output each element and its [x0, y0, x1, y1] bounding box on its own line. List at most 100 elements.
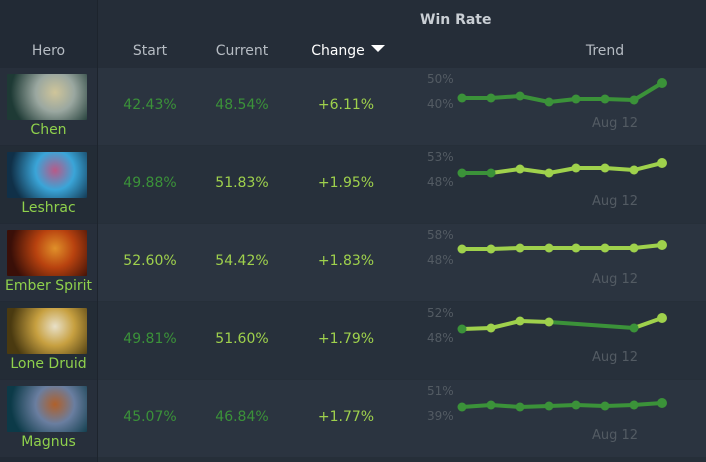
- sort-descending-icon: [370, 45, 385, 52]
- trend-date-label: Aug 12: [592, 350, 639, 365]
- column-header-hero[interactable]: Hero: [31, 43, 66, 59]
- trend-data-point[interactable]: [457, 93, 467, 103]
- start-win-rate: 49.81%: [123, 331, 177, 347]
- trend-data-point[interactable]: [600, 401, 610, 411]
- sparkline-chart: [457, 240, 667, 254]
- trend-sparkline: 50% 40% Aug 12: [410, 68, 706, 145]
- trend-data-point[interactable]: [457, 402, 467, 412]
- start-win-rate: 52.60%: [123, 253, 177, 269]
- trend-y-high-label: 50%: [427, 72, 454, 86]
- trend-data-point[interactable]: [544, 317, 554, 327]
- hero-name-link[interactable]: Magnus: [21, 434, 76, 450]
- trend-data-point[interactable]: [657, 313, 667, 323]
- trend-data-point[interactable]: [657, 78, 667, 88]
- win-rate-change: +6.11%: [317, 97, 375, 113]
- sparkline-chart: [457, 398, 667, 412]
- trend-data-point[interactable]: [571, 94, 581, 104]
- trend-data-point[interactable]: [544, 401, 554, 411]
- win-rate-change: +1.79%: [317, 331, 375, 347]
- hero-name-link[interactable]: Ember Spirit: [5, 278, 92, 294]
- start-win-rate: 42.43%: [123, 97, 177, 113]
- trend-y-high-label: 51%: [427, 384, 454, 398]
- trend-y-low-label: 40%: [427, 97, 454, 111]
- hero-name-link[interactable]: Leshrac: [21, 200, 76, 216]
- hero-portrait[interactable]: [7, 386, 87, 432]
- trend-y-high-label: 53%: [427, 150, 454, 164]
- hero-cell[interactable]: Ember Spirit: [0, 224, 97, 301]
- hero-cell[interactable]: Lone Druid: [0, 302, 97, 379]
- trend-data-point[interactable]: [657, 240, 667, 250]
- trend-sparkline: 52% 48% Aug 12: [410, 302, 706, 379]
- trend-data-point[interactable]: [486, 400, 496, 410]
- trend-data-point[interactable]: [457, 168, 467, 178]
- start-win-rate: 45.07%: [123, 409, 177, 425]
- trend-data-point[interactable]: [515, 316, 525, 326]
- sparkline-chart: [457, 158, 667, 178]
- trend-data-point[interactable]: [486, 168, 496, 178]
- table-row[interactable]: Lone Druid 49.81% 51.60% +1.79% 52% 48% …: [0, 302, 706, 379]
- trend-data-point[interactable]: [600, 163, 610, 173]
- trend-data-point[interactable]: [457, 324, 467, 334]
- table-row[interactable]: Leshrac 49.88% 51.83% +1.95% 53% 48% Aug…: [0, 146, 706, 223]
- hero-name-link[interactable]: Chen: [30, 122, 67, 138]
- trend-date-label: Aug 12: [592, 194, 639, 209]
- hero-portrait[interactable]: [7, 308, 87, 354]
- trend-data-point[interactable]: [544, 97, 554, 107]
- trend-data-point[interactable]: [629, 243, 639, 253]
- sparkline-chart: [457, 313, 667, 334]
- trend-data-point[interactable]: [515, 402, 525, 412]
- trend-date-label: Aug 12: [592, 428, 639, 443]
- trend-data-point[interactable]: [629, 400, 639, 410]
- trend-data-point[interactable]: [629, 95, 639, 105]
- trend-y-low-label: 48%: [427, 253, 454, 267]
- hero-cell[interactable]: Leshrac: [0, 146, 97, 223]
- table-header: [0, 0, 706, 68]
- hero-name-link[interactable]: Lone Druid: [10, 356, 87, 372]
- trend-data-point[interactable]: [515, 164, 525, 174]
- trend-y-low-label: 39%: [427, 409, 454, 423]
- trend-data-point[interactable]: [629, 165, 639, 175]
- current-win-rate: 51.60%: [215, 331, 269, 347]
- trend-sparkline: 58% 48% Aug 12: [410, 224, 706, 301]
- hero-portrait[interactable]: [7, 230, 87, 276]
- hero-cell[interactable]: Chen: [0, 68, 97, 145]
- trend-data-point[interactable]: [571, 243, 581, 253]
- trend-sparkline: 51% 39% Aug 12: [410, 380, 706, 457]
- column-header-trend[interactable]: Trend: [585, 43, 625, 59]
- hero-cell[interactable]: Magnus: [0, 380, 97, 457]
- table-row[interactable]: Ember Spirit 52.60% 54.42% +1.83% 58% 48…: [0, 224, 706, 301]
- trend-data-point[interactable]: [486, 93, 496, 103]
- hero-portrait[interactable]: [7, 74, 87, 120]
- trend-data-point[interactable]: [600, 94, 610, 104]
- column-header-change-label: Change: [311, 43, 365, 59]
- trend-data-point[interactable]: [657, 398, 667, 408]
- column-header-current[interactable]: Current: [215, 43, 269, 59]
- trend-data-point[interactable]: [515, 243, 525, 253]
- win-rate-group-title: Win Rate: [420, 12, 492, 28]
- trend-data-point[interactable]: [457, 244, 467, 254]
- current-win-rate: 46.84%: [215, 409, 269, 425]
- table-row[interactable]: Chen 42.43% 48.54% +6.11% 50% 40% Aug 12: [0, 68, 706, 145]
- trend-y-high-label: 52%: [427, 306, 454, 320]
- trend-data-point[interactable]: [600, 243, 610, 253]
- win-rate-change: +1.77%: [317, 409, 375, 425]
- trend-data-point[interactable]: [544, 243, 554, 253]
- trend-data-point[interactable]: [657, 158, 667, 168]
- win-rate-change: +1.95%: [317, 175, 375, 191]
- current-win-rate: 51.83%: [215, 175, 269, 191]
- column-divider: [97, 0, 98, 462]
- hero-portrait[interactable]: [7, 152, 87, 198]
- column-header-start[interactable]: Start: [132, 43, 168, 59]
- column-header-change[interactable]: Change: [298, 43, 398, 59]
- trend-data-point[interactable]: [629, 323, 639, 333]
- trend-data-point[interactable]: [571, 163, 581, 173]
- trend-data-point[interactable]: [515, 91, 525, 101]
- trend-data-point[interactable]: [571, 400, 581, 410]
- table-row[interactable]: Magnus 45.07% 46.84% +1.77% 51% 39% Aug …: [0, 380, 706, 457]
- trend-date-label: Aug 12: [592, 272, 639, 287]
- trend-data-point[interactable]: [486, 323, 496, 333]
- trend-data-point[interactable]: [486, 244, 496, 254]
- trend-y-low-label: 48%: [427, 175, 454, 189]
- trend-y-low-label: 48%: [427, 331, 454, 345]
- trend-data-point[interactable]: [544, 168, 554, 178]
